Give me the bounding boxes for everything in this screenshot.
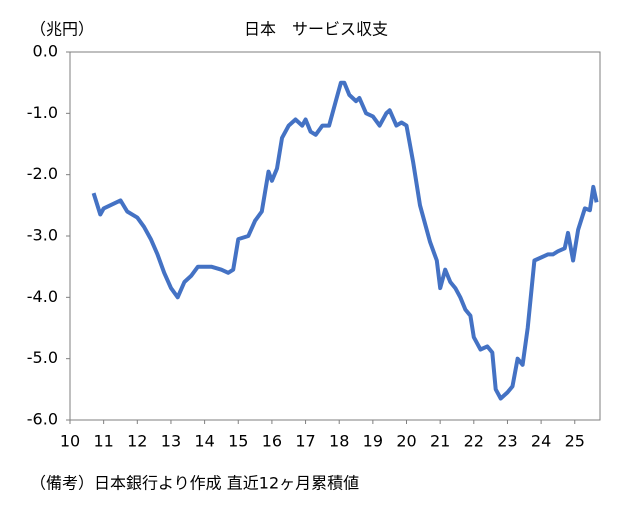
data-line [91,80,599,401]
x-tick-label: 13 [161,432,181,451]
y-tick-label: -6.0 [27,410,58,429]
y-tick-label: 0.0 [33,42,58,61]
y-unit-label: （兆円） [30,20,94,39]
x-tick-label: 23 [497,432,517,451]
x-tick-label: 24 [531,432,551,451]
x-tick-label: 14 [194,432,214,451]
y-tick-label: -4.0 [27,287,58,306]
y-tick-label: -3.0 [27,226,58,245]
x-tick-label: 20 [396,432,416,451]
y-tick-label: -2.0 [27,164,58,183]
x-tick-label: 12 [127,432,147,451]
y-tick-label: -5.0 [27,348,58,367]
x-tick-label: 10 [60,432,80,451]
x-tick-label: 17 [295,432,315,451]
footnote: （備考）日本銀行より作成 直近12ヶ月累積値 [30,474,359,493]
y-tick-label: -1.0 [27,103,58,122]
chart-title: 日本 サービス収支 [244,20,388,39]
x-tick-label: 16 [262,432,282,451]
x-tick-label: 19 [363,432,383,451]
x-tick-label: 11 [93,432,113,451]
x-tick-label: 15 [228,432,248,451]
x-tick-label: 25 [565,432,585,451]
x-tick-label: 22 [464,432,484,451]
x-tick-label: 18 [329,432,349,451]
x-tick-label: 21 [430,432,450,451]
